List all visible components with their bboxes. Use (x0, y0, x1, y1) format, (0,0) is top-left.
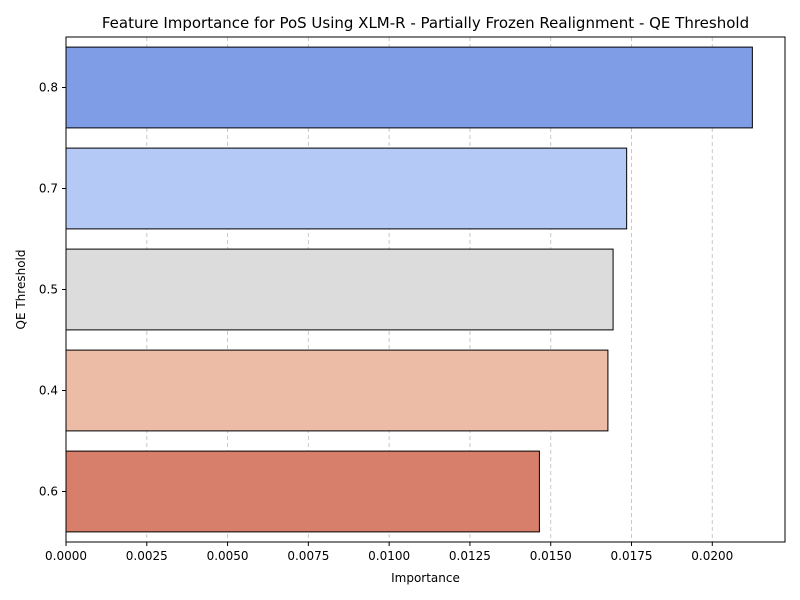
y-tick-label: 0.4 (39, 384, 58, 398)
bar-0-4 (65, 349, 609, 432)
y-tick-label: 0.8 (39, 81, 58, 95)
bars (65, 46, 753, 533)
x-tick-label: 0.0025 (126, 549, 168, 563)
x-ticks: 0.0000 0.0025 0.0050 0.0075 0.0100 0.0125 0.01… (45, 542, 733, 563)
x-tick-label: 0.0000 (45, 549, 87, 563)
y-tick-label: 0.5 (39, 283, 58, 297)
x-tick-label: 0.0100 (368, 549, 410, 563)
x-tick-label: 0.0075 (287, 549, 329, 563)
bar-0-8 (65, 46, 753, 129)
y-tick-label: 0.6 (39, 485, 58, 499)
x-tick-label: 0.0175 (611, 549, 653, 563)
y-ticks: 0.8 0.7 0.5 0.4 0.6 (39, 81, 66, 499)
x-tick-label: 0.0050 (207, 549, 249, 563)
y-tick-label: 0.7 (39, 182, 58, 196)
chart-title: Feature Importance for PoS Using XLM-R -… (102, 14, 749, 32)
x-tick-label: 0.0200 (691, 549, 733, 563)
x-tick-label: 0.0150 (530, 549, 572, 563)
bar-0-7 (65, 147, 628, 230)
x-tick-label: 0.0125 (449, 549, 491, 563)
bar-0-5 (65, 248, 614, 331)
x-axis-label: Importance (391, 571, 460, 585)
y-axis-label: QE Threshold (14, 250, 28, 330)
bar-0-6 (65, 450, 540, 533)
